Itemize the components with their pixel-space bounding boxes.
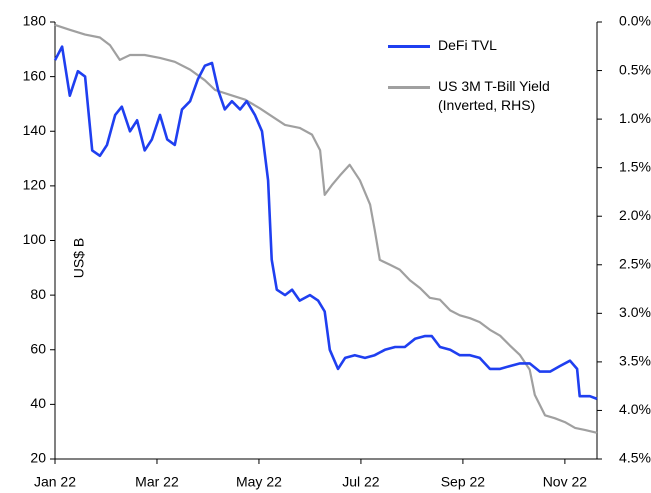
y-tick-label: 180 <box>23 13 47 29</box>
x-tick-label: Jul 22 <box>342 474 380 490</box>
y2-tick-label: 1.0% <box>619 110 651 126</box>
y-tick-label: 20 <box>30 450 46 466</box>
y2-tick-label: 2.5% <box>619 255 651 271</box>
legend-swatch <box>388 86 430 89</box>
y-tick-label: 120 <box>23 177 47 193</box>
y2-tick-label: 3.5% <box>619 353 651 369</box>
y2-tick-label: 3.0% <box>619 304 651 320</box>
x-tick-label: Sep 22 <box>441 474 486 490</box>
y2-tick-label: 0.5% <box>619 61 651 77</box>
data-line <box>53 45 598 401</box>
x-tick-label: Mar 22 <box>135 474 179 490</box>
y-tick-label: 160 <box>23 67 47 83</box>
legend-swatch <box>388 45 430 48</box>
y-tick-label: 100 <box>23 231 47 247</box>
legend-item: DeFi TVL <box>388 36 578 55</box>
y-tick-label: 60 <box>30 340 46 356</box>
legend-label: US 3M T-Bill Yield (Inverted, RHS) <box>438 78 550 113</box>
y2-tick-label: 1.5% <box>619 158 651 174</box>
y-tick-label: 80 <box>30 286 46 302</box>
data-line <box>54 23 598 434</box>
y-tick-label: 40 <box>30 395 46 411</box>
y2-tick-label: 4.5% <box>619 450 651 466</box>
y-tick-label: 140 <box>23 122 47 138</box>
y2-tick-label: 2.0% <box>619 207 651 223</box>
x-tick-label: May 22 <box>236 474 282 490</box>
y-axis-label: US$ B <box>71 238 87 278</box>
legend-item: US 3M T-Bill Yield (Inverted, RHS) <box>388 77 578 115</box>
x-tick-label: Nov 22 <box>543 474 588 490</box>
x-tick-label: Jan 22 <box>34 474 76 490</box>
legend: DeFi TVL US 3M T-Bill Yield (Inverted, RH… <box>388 36 578 137</box>
y2-tick-label: 4.0% <box>619 401 651 417</box>
y2-tick-label: 0.0% <box>619 13 651 29</box>
legend-label: DeFi TVL <box>438 37 497 53</box>
